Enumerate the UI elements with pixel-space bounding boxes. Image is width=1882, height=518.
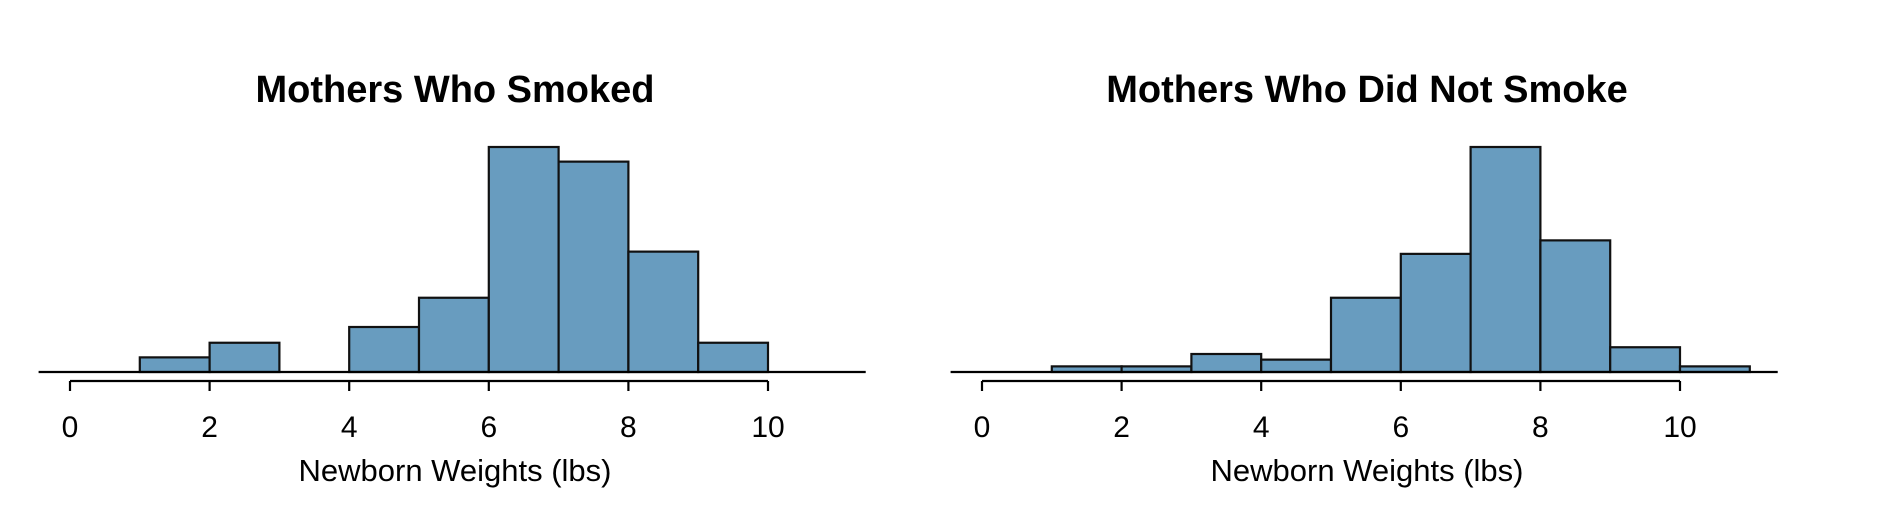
bar-did-not-smoke-5-6 [1329,296,1402,374]
x-axis-did-not-smoke: 0 2 4 6 8 10 [974,379,1697,444]
bar-did-not-smoke-7-8 [1469,145,1542,374]
bar-smoked-8-9 [627,250,700,374]
x-tick-label-smoked-0: 0 [62,411,79,444]
x-tick-label-smoked-10: 10 [751,411,784,444]
panel-mothers-who-smoked: Mothers Who Smoked 0 2 4 6 8 10 Newborn Weigh… [38,69,866,488]
x-tick-label-smoked-6: 6 [480,411,497,444]
x-axis-label-did-not-smoke: Newborn Weights (lbs) [1211,453,1524,488]
x-tick-label-smoked-8: 8 [620,411,637,444]
panel-title-smoked: Mothers Who Smoked [255,69,654,111]
panel-title-did-not-smoke: Mothers Who Did Not Smoke [1106,69,1627,111]
bar-did-not-smoke-4-5 [1260,358,1333,374]
x-tick-label-did-not-smoke-6: 6 [1392,411,1409,444]
x-axis-label-smoked: Newborn Weights (lbs) [299,453,612,488]
bar-smoked-2-3 [208,341,281,374]
bar-smoked-1-2 [138,356,211,374]
x-tick-label-did-not-smoke-4: 4 [1253,411,1270,444]
x-tick-label-did-not-smoke-2: 2 [1113,411,1130,444]
bar-did-not-smoke-8-9 [1539,239,1612,374]
x-tick-label-smoked-4: 4 [341,411,358,444]
bar-smoked-7-8 [557,160,630,374]
panel-mothers-who-did-not-smoke: Mothers Who Did Not Smoke 0 2 4 6 8 10 Newbor… [950,69,1778,488]
bars-did-not-smoke [1050,145,1751,374]
x-axis-smoked: 0 2 4 6 8 10 [62,379,785,444]
x-tick-label-smoked-2: 2 [201,411,218,444]
bars-smoked [138,145,770,374]
bar-did-not-smoke-9-10 [1609,346,1682,374]
bar-did-not-smoke-3-4 [1190,352,1263,374]
bar-smoked-6-7 [487,145,560,374]
bar-smoked-5-6 [417,296,490,374]
bar-did-not-smoke-6-7 [1399,252,1472,374]
bar-smoked-9-10 [697,341,770,374]
x-tick-label-did-not-smoke-0: 0 [974,411,991,444]
bar-smoked-4-5 [348,325,421,374]
x-tick-label-did-not-smoke-8: 8 [1532,411,1549,444]
x-tick-label-did-not-smoke-10: 10 [1663,411,1696,444]
